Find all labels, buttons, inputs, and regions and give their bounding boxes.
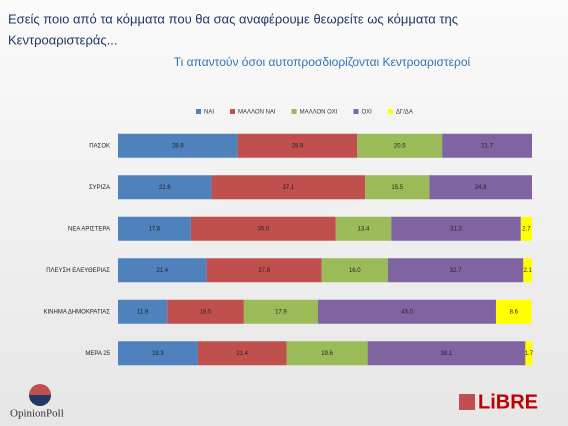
- logo-icon: [29, 395, 51, 406]
- legend-label: ΝΑΙ: [204, 110, 214, 116]
- bar-segment: [118, 133, 238, 158]
- data-label: 21.4: [236, 351, 248, 357]
- bar-segment: [391, 216, 521, 241]
- data-label: 32.7: [450, 268, 462, 274]
- chart-title: Εσείς ποιο από τα κόμματα που θα σας ανα…: [8, 11, 458, 26]
- data-label: 17.9: [275, 309, 287, 315]
- data-label: 2.1: [523, 268, 532, 274]
- data-label: 20.5: [394, 143, 406, 149]
- data-label: 13.4: [358, 226, 370, 232]
- chart-subtitle: Τι απαντούν όσοι αυτοπροσδιορίζονται Κεν…: [174, 55, 471, 69]
- bar-segment: [520, 216, 532, 241]
- data-label: 21.4: [156, 268, 168, 274]
- legend-swatch: [353, 109, 359, 114]
- data-label: 8.6: [510, 309, 519, 315]
- data-label: 24.8: [475, 185, 487, 191]
- data-label: 28.9: [172, 143, 184, 149]
- bar-segment: [317, 299, 496, 324]
- data-label: 27.8: [258, 268, 270, 274]
- bar-segment: [118, 341, 198, 366]
- data-label: 28.9: [292, 143, 304, 149]
- legend-label: ΜΑΛΛΟΝ ΟΧΙ: [300, 110, 338, 116]
- data-label: 15.5: [391, 185, 403, 191]
- bar-segment: [442, 133, 532, 158]
- bar-segment: [335, 216, 392, 241]
- bar-segment: [495, 299, 532, 324]
- bar-segment: [525, 341, 533, 366]
- data-label: 22.6: [159, 185, 171, 191]
- data-label: 38.1: [441, 351, 453, 357]
- bar-segment: [357, 133, 443, 158]
- bar-segment: [118, 299, 168, 324]
- bar-segment: [387, 258, 524, 283]
- legend-swatch: [230, 109, 236, 114]
- data-label: 35.0: [257, 226, 269, 232]
- bar-segment: [365, 175, 430, 200]
- y-tick-label: ΠΛΕΥΣΗ ΕΛΕΥΘΕΡΙΑΣ: [46, 268, 110, 274]
- bar-segment: [367, 341, 526, 366]
- y-tick-label: ΠΑΣΟΚ: [89, 143, 110, 149]
- bar-segment: [237, 133, 358, 158]
- bar-segment: [167, 299, 244, 324]
- data-label: 11.9: [137, 309, 149, 315]
- data-label: 43.0: [401, 309, 413, 315]
- chart-title: Κεντροαριστεράς...: [8, 32, 118, 47]
- y-tick-label: ΚΙΝΗΜΑ ΔΗΜΟΚΡΑΤΙΑΣ: [43, 309, 110, 315]
- bar-segment: [118, 175, 212, 200]
- bar-segment: [190, 216, 336, 241]
- bar-segment: [118, 216, 191, 241]
- bar-segment: [211, 175, 366, 200]
- data-label: 16.0: [349, 268, 361, 274]
- data-label: 1.7: [525, 351, 534, 357]
- data-label: 37.1: [283, 185, 295, 191]
- y-tick-label: ΜΕΡΑ 25: [85, 351, 110, 357]
- data-label: 19.3: [152, 351, 164, 357]
- logo-right: LiBRE: [478, 391, 538, 413]
- data-label: 19.6: [321, 351, 333, 357]
- y-tick-label: ΝΕΑ ΑΡΙΣΤΕΡΑ: [68, 226, 110, 232]
- bar-segment: [197, 341, 287, 366]
- logo-left: OpinionPoll: [10, 408, 64, 420]
- legend-label: ΜΑΛΛΟΝ ΝΑΙ: [238, 110, 276, 116]
- data-label: 17.6: [149, 226, 161, 232]
- bar-segment: [243, 299, 318, 324]
- data-label: 31.3: [450, 226, 462, 232]
- bar-segment: [206, 258, 322, 283]
- legend-label: ΔΓ/ΔΑ: [396, 110, 413, 116]
- legend-swatch: [291, 109, 297, 114]
- data-label: 18.5: [200, 309, 212, 315]
- logo-icon: [459, 394, 475, 410]
- legend-swatch: [387, 109, 393, 114]
- bar-segment: [321, 258, 388, 283]
- y-tick-label: ΣΥΡΙΖΑ: [89, 185, 110, 191]
- legend-label: ΟΧΙ: [361, 110, 372, 116]
- bar-segment: [429, 175, 532, 200]
- data-label: 21.7: [481, 143, 493, 149]
- legend-swatch: [196, 109, 201, 114]
- bar-segment: [118, 258, 207, 283]
- bar-segment: [523, 258, 532, 283]
- data-label: 2.7: [522, 226, 531, 232]
- bar-segment: [286, 341, 368, 366]
